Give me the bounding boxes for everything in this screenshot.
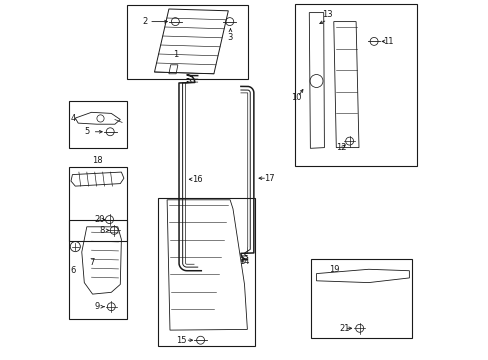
Text: 18: 18 [92,156,102,165]
Text: 1: 1 [173,50,178,59]
Text: 13: 13 [321,10,332,19]
Text: 9: 9 [95,302,100,311]
Text: 3: 3 [227,33,232,42]
Bar [127,5,247,79]
Bar [158,198,255,346]
Text: 7: 7 [89,258,94,267]
Text: 14: 14 [239,256,249,266]
Text: 8: 8 [99,226,104,235]
Text: 16: 16 [191,175,202,184]
Bar [69,101,127,148]
Bar [310,259,411,338]
Text: 17: 17 [264,174,274,183]
Bar [69,220,127,319]
Text: 5: 5 [84,127,90,136]
Text: 10: 10 [291,93,301,102]
Text: 19: 19 [328,266,339,275]
Text: 12: 12 [336,143,346,152]
Text: 6: 6 [71,266,76,275]
Text: 20: 20 [94,215,105,224]
Bar [294,4,416,166]
Bar [69,167,127,241]
Text: 21: 21 [339,324,349,333]
Text: 4: 4 [70,114,75,123]
Text: 15: 15 [176,336,186,345]
Text: 11: 11 [383,37,393,46]
Text: 2: 2 [142,17,148,26]
